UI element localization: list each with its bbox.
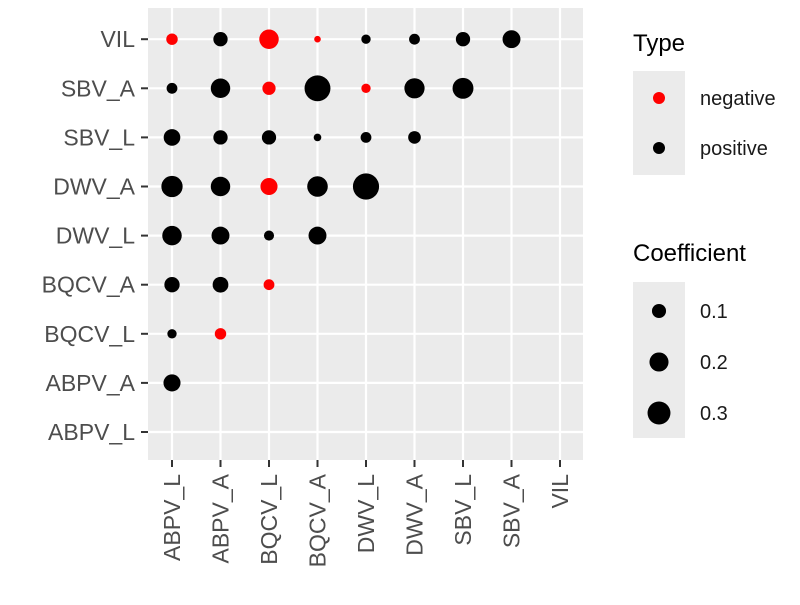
- data-point-negative: [263, 279, 275, 291]
- legend-key-positive: [653, 142, 665, 154]
- legend-size-label: 0.3: [700, 403, 728, 425]
- legend-label-positive: positive: [700, 138, 768, 160]
- y-tick-label: DWV_L: [56, 223, 135, 249]
- data-point-negative: [166, 33, 178, 45]
- data-point-positive: [409, 33, 420, 45]
- data-point-negative: [260, 177, 278, 196]
- x-tick-label: SBV_L: [450, 474, 476, 546]
- x-tick-label: ABPV_A: [208, 473, 234, 563]
- legend: Type negative positive Coefficient 0.1 0.2…: [633, 30, 776, 438]
- data-point-positive: [261, 130, 277, 145]
- x-tick-label: SBV_A: [499, 473, 525, 548]
- data-point-positive: [352, 173, 380, 200]
- legend-label-negative: negative: [700, 88, 776, 110]
- data-point-positive: [304, 75, 331, 102]
- legend-type-title: Type: [633, 30, 685, 57]
- data-point-positive: [163, 374, 181, 392]
- data-point-positive: [313, 133, 322, 142]
- data-point-positive: [212, 276, 229, 293]
- legend-size-label: 0.1: [700, 301, 728, 323]
- data-point-negative: [262, 81, 276, 95]
- y-tick-label: DWV_A: [53, 174, 135, 200]
- data-point-positive: [213, 32, 228, 47]
- data-point-positive: [361, 34, 371, 44]
- x-tick-label: DWV_A: [402, 473, 428, 555]
- data-point-positive: [307, 176, 328, 197]
- data-point-positive: [162, 225, 182, 246]
- data-point-positive: [210, 176, 231, 197]
- y-tick-label: VIL: [100, 26, 135, 52]
- data-point-positive: [164, 277, 180, 293]
- data-point-positive: [213, 130, 228, 145]
- data-points: [161, 29, 521, 392]
- y-tick-label: SBV_L: [63, 124, 135, 150]
- data-point-positive: [167, 329, 177, 339]
- data-point-positive: [502, 30, 521, 49]
- data-point-negative: [214, 328, 227, 340]
- data-point-positive: [404, 78, 425, 99]
- data-point-positive: [360, 131, 372, 143]
- y-tick-label: ABPV_L: [48, 419, 135, 445]
- legend-size-key: [651, 303, 667, 319]
- data-point-negative: [361, 83, 371, 93]
- legend-key-negative: [653, 92, 665, 104]
- legend-size-title: Coefficient: [633, 240, 746, 267]
- x-axis: ABPV_L ABPV_A BQCV_L BQCV_A DWV_L DWV_A SBV_L S…: [159, 460, 573, 567]
- data-point-positive: [161, 175, 183, 198]
- x-tick-label: BQCV_A: [305, 473, 331, 567]
- data-point-positive: [452, 77, 474, 99]
- data-point-positive: [455, 32, 471, 47]
- x-tick-label: DWV_L: [353, 474, 379, 553]
- data-point-negative: [314, 35, 321, 43]
- data-point-negative: [259, 29, 279, 49]
- data-point-positive: [408, 131, 421, 144]
- legend-size-key: [649, 352, 669, 372]
- legend-type-panel: [633, 71, 685, 175]
- y-tick-label: ABPV_A: [46, 370, 136, 396]
- data-point-positive: [308, 226, 327, 245]
- y-tick-label: BQCV_A: [42, 272, 136, 298]
- data-point-positive: [166, 82, 178, 94]
- data-point-positive: [263, 230, 275, 241]
- y-tick-label: BQCV_L: [44, 321, 135, 347]
- x-tick-label: BQCV_L: [256, 474, 282, 565]
- y-tick-label: SBV_A: [61, 75, 136, 101]
- x-tick-label: ABPV_L: [159, 474, 185, 561]
- legend-size-label: 0.2: [700, 352, 728, 374]
- y-axis: ABPV_L ABPV_A BQCV_L BQCV_A DWV_L DWV_A SBV_L S…: [42, 26, 148, 445]
- data-point-positive: [210, 78, 231, 99]
- legend-size-key: [647, 401, 671, 425]
- data-point-positive: [163, 129, 181, 146]
- x-tick-label: VIL: [547, 474, 573, 509]
- data-point-positive: [211, 226, 230, 245]
